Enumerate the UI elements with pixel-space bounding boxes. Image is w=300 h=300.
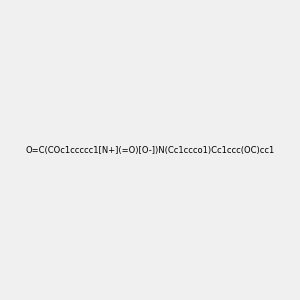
Text: O=C(COc1ccccc1[N+](=O)[O-])N(Cc1ccco1)Cc1ccc(OC)cc1: O=C(COc1ccccc1[N+](=O)[O-])N(Cc1ccco1)Cc… — [26, 146, 275, 154]
